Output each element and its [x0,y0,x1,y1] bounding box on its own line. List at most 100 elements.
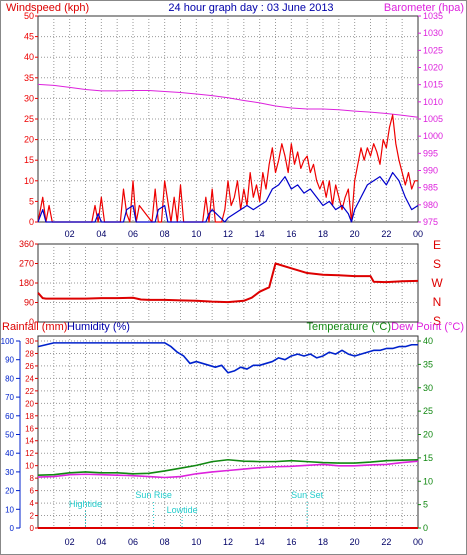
rainfall-tick-label: 26 [25,362,34,371]
y-tick-label: 25 [24,114,34,124]
y-right-tick-label: 1005 [423,114,443,124]
x-tick-label: 08 [160,229,170,239]
humidity-tick-label: 100 [1,337,15,346]
humidity-tick-label: 0 [10,524,15,533]
y-tick-label: 35 [24,73,34,83]
y-right-tick-label: 1035 [423,11,443,21]
y-tick-label: 5 [29,196,34,206]
average-windspeed-line [37,171,419,223]
y-right-tick-label: 1025 [423,45,443,55]
humidity-tick-label: 10 [5,505,14,514]
rainfall-tick-label: 28 [25,349,34,358]
x-tick-label: 00 [413,537,423,547]
y-right-tick-label: 980 [423,200,438,210]
humidity-line [37,342,418,374]
rainfall-tick-label: 24 [25,374,34,383]
rainfall-tick-label: 12 [25,449,34,458]
x-tick-label: 22 [381,229,391,239]
y-tick-label: 360 [19,239,34,249]
rainfall-tick-label: 4 [30,499,35,508]
rainfall-tick-label: 8 [30,474,35,483]
rainfall-tick-label: 20 [25,399,34,408]
rainfall-tick-label: 30 [25,337,34,346]
x-tick-label: 06 [128,537,138,547]
x-tick-label: 20 [350,537,360,547]
temperature-tick-label: 30 [423,383,433,393]
rainfall-tick-label: 16 [25,424,34,433]
y-right-tick-label: 1015 [423,80,443,90]
y-right-tick-label: 1000 [423,131,443,141]
wind-direction-panel: 0 90 180 270 360 E S W N S [19,238,443,328]
x-tick-label: 18 [318,229,328,239]
humidity-tick-label: 80 [5,374,14,383]
rainfall-tick-label: 10 [25,462,34,471]
wind-direction-line [37,262,419,304]
windspeed-axis-label: Windspeed (kph) [6,2,89,14]
sunset-label: Sun Set [291,490,324,500]
humidity-tick-label: 60 [5,412,14,421]
humidity-tick-label: 40 [5,449,14,458]
temperature-tick-label: 0 [423,523,428,533]
wind-hour-tick-labels: 02 04 06 08 10 12 14 16 18 20 22 00 [65,229,423,239]
x-tick-label: 10 [191,537,201,547]
y-tick-label: 30 [24,93,34,103]
rainfall-tick-label: 22 [25,387,34,396]
y-tick-label: 50 [24,11,34,21]
x-tick-label: 02 [65,229,75,239]
compass-label: W [431,276,443,290]
direction-series [37,262,419,304]
humidity-tick-label: 30 [5,468,14,477]
y-right-tick-label: 1020 [423,63,443,73]
x-tick-label: 08 [160,537,170,547]
x-tick-label: 04 [96,229,106,239]
y-right-tick-label: 1010 [423,97,443,107]
barometer-tick-labels: 975 980 985 990 995 1000 1005 1010 1015 1020 1025 1… [418,11,443,227]
wind-series [37,83,419,223]
chart-title: 24 hour graph day : 03 June 2013 [168,2,333,14]
humidity-axis-label: Humidity (%) [67,321,130,333]
temperature-tick-label: 25 [423,406,433,416]
event-markers: Hightide Sun Rise Lowtide Sun Set [69,490,324,528]
x-tick-label: 20 [350,229,360,239]
x-tick-label: 12 [223,537,233,547]
rainfall-tick-label: 6 [30,487,35,496]
humidity-tick-label: 70 [5,393,14,402]
humidity-tick-labels: 0 10 20 30 40 50 60 70 80 90 100 [1,337,20,533]
x-tick-label: 18 [318,537,328,547]
temperature-line [37,458,419,476]
humidity-tick-label: 90 [5,356,14,365]
y-tick-label: 0 [29,317,34,327]
y-tick-label: 15 [24,155,34,165]
barometer-axis-label: Barometer (hpa) [384,2,464,14]
x-tick-label: 04 [96,537,106,547]
y-tick-label: 180 [19,278,34,288]
windspeed-line [37,114,418,223]
compass-label: S [433,314,441,328]
rainfall-tick-label: 2 [30,512,35,521]
y-tick-label: 90 [24,298,34,308]
x-tick-label: 22 [381,537,391,547]
compass-label: S [433,257,441,271]
rainfall-tick-label: 0 [30,524,35,533]
compass-label: N [433,295,442,309]
y-right-tick-label: 985 [423,183,438,193]
temperature-tick-label: 5 [423,500,428,510]
rainfall-tick-label: 18 [25,412,34,421]
rainfall-axis-label: Rainfall (mm) [2,321,67,333]
temperature-hour-tick-labels: 02 04 06 08 10 12 14 16 18 20 22 00 [65,537,423,547]
rainfall-tick-label: 14 [25,437,34,446]
temperature-tick-label: 35 [423,359,433,369]
dewpoint-line [37,460,419,479]
temperature-axis-label: Temperature (°C) [307,321,391,333]
x-tick-label: 14 [255,537,265,547]
temperature-tick-label: 10 [423,476,433,486]
x-tick-label: 12 [223,229,233,239]
y-tick-label: 40 [24,52,34,62]
humidity-tick-label: 50 [5,431,14,440]
x-tick-label: 16 [286,229,296,239]
y-tick-label: 0 [29,217,34,227]
hightide-label: Hightide [69,499,102,509]
x-tick-label: 06 [128,229,138,239]
